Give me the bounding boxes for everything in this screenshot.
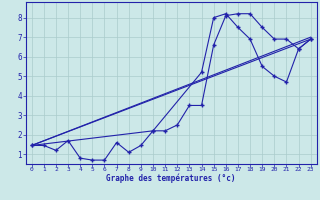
X-axis label: Graphe des températures (°c): Graphe des températures (°c): [107, 174, 236, 183]
